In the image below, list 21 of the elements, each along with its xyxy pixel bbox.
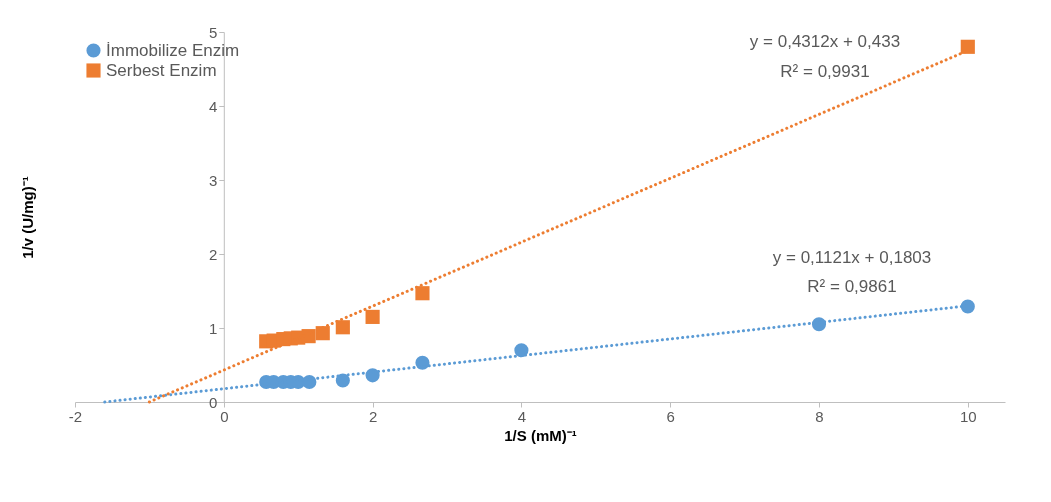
- x-tick-label: 6: [666, 407, 675, 425]
- y-axis-title: 1/v (U/mg)⁻¹: [18, 176, 36, 259]
- y-tick-label: 3: [208, 171, 218, 189]
- x-tick-label: 4: [517, 407, 527, 425]
- x-tick-label: -2: [68, 407, 83, 425]
- annotation: y = 0,4312x + 0,433: [749, 32, 901, 51]
- legend-label: Serbest Enzim: [106, 60, 217, 80]
- x-tick-label: 10: [959, 407, 977, 425]
- y-tick-label: 0: [208, 393, 218, 411]
- y-tick-label: 4: [208, 97, 218, 115]
- annotation: R² = 0,9931: [780, 62, 870, 81]
- x-tick-label: 2: [368, 407, 378, 425]
- annotation: y = 0,1121x + 0,1803: [772, 248, 932, 267]
- x-axis-title: 1/S (mM)⁻¹: [504, 426, 577, 444]
- y-tick-label: 5: [208, 23, 218, 41]
- y-tick-label: 2: [208, 245, 218, 263]
- legend-label: İmmobilize Enzim: [106, 40, 240, 60]
- x-tick-label: 0: [220, 407, 229, 425]
- x-tick-label: 8: [815, 407, 824, 425]
- annotation: R² = 0,9861: [807, 277, 897, 296]
- y-tick-label: 1: [208, 319, 218, 337]
